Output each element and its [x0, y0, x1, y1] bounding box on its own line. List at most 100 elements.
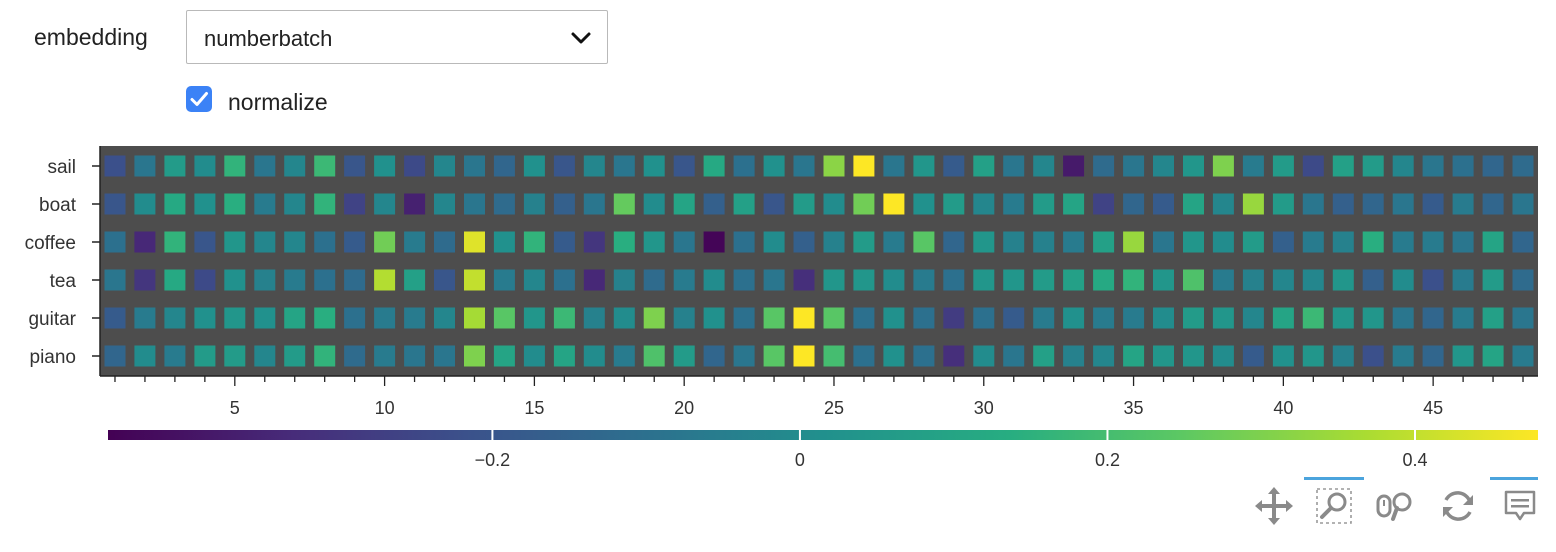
heatmap-cell	[703, 231, 725, 253]
reset-icon[interactable]	[1438, 486, 1478, 526]
heatmap-cell	[434, 269, 455, 291]
heatmap-cell	[793, 231, 815, 253]
heatmap-cell	[1272, 193, 1294, 215]
heatmap-cell	[793, 269, 815, 291]
embedding-select[interactable]: numberbatch	[186, 10, 608, 64]
heatmap-cell	[1093, 345, 1115, 367]
heatmap-cell	[1362, 345, 1384, 367]
heatmap-cell	[613, 231, 635, 253]
heatmap-cell	[1153, 269, 1174, 291]
heatmap-cell	[1212, 345, 1234, 367]
heatmap-cell	[1153, 307, 1174, 329]
plot-background	[100, 146, 1538, 376]
heatmap-cell	[1452, 307, 1474, 329]
box-zoom-icon[interactable]	[1314, 486, 1354, 526]
heatmap-cell	[434, 307, 455, 329]
heatmap-cell	[224, 231, 246, 253]
heatmap-cell	[1123, 155, 1145, 177]
heatmap-cell	[823, 155, 845, 177]
heatmap-cell	[523, 231, 545, 253]
heatmap-cell	[643, 155, 665, 177]
colorbar-tick-label: 0.4	[1402, 450, 1427, 470]
heatmap-cell	[314, 193, 336, 215]
heatmap-cell	[284, 193, 306, 215]
heatmap-cell	[1183, 231, 1204, 253]
heatmap-cell	[823, 269, 845, 291]
heatmap-cell	[1272, 307, 1294, 329]
heatmap-cell	[1183, 193, 1204, 215]
heatmap-cell	[1482, 269, 1504, 291]
x-tick-label: 10	[375, 398, 395, 418]
normalize-checkbox[interactable]	[186, 86, 212, 112]
heatmap-cell	[104, 345, 126, 367]
pan-icon[interactable]	[1254, 486, 1294, 526]
x-tick-label: 5	[230, 398, 240, 418]
heatmap-cell	[553, 345, 575, 367]
heatmap-cell	[583, 307, 605, 329]
heatmap-cell	[464, 269, 485, 291]
heatmap-cell	[1063, 155, 1085, 177]
heatmap-cell	[1093, 193, 1115, 215]
heatmap-cell	[763, 307, 785, 329]
heatmap-cell	[1003, 155, 1025, 177]
wheel-zoom-icon[interactable]	[1376, 486, 1416, 526]
heatmap-cell	[763, 345, 785, 367]
heatmap-cell	[1212, 269, 1234, 291]
heatmap-cell	[434, 231, 455, 253]
heatmap-cell	[194, 231, 216, 253]
heatmap-cell	[344, 231, 366, 253]
heatmap-cell	[553, 307, 575, 329]
heatmap-cell	[1392, 193, 1414, 215]
heatmap-cell	[1362, 193, 1384, 215]
heatmap-cell	[404, 155, 426, 177]
heatmap-cell	[943, 155, 965, 177]
heatmap-cell	[1123, 231, 1145, 253]
hover-icon[interactable]	[1500, 486, 1540, 526]
heatmap-cell	[523, 193, 545, 215]
heatmap-cell	[943, 231, 965, 253]
heatmap-cell	[913, 345, 935, 367]
heatmap-cell	[1123, 193, 1145, 215]
heatmap-cell	[104, 155, 126, 177]
heatmap-cell	[583, 231, 605, 253]
heatmap-cell	[1242, 231, 1264, 253]
heatmap-cell	[1153, 193, 1174, 215]
heatmap-cell	[643, 193, 665, 215]
heatmap-cell	[344, 269, 366, 291]
x-tick-label: 15	[524, 398, 544, 418]
heatmap-cell	[1332, 345, 1354, 367]
heatmap-cell	[1482, 307, 1504, 329]
heatmap-cell	[1212, 231, 1234, 253]
heatmap-cell	[853, 307, 875, 329]
heatmap-cell	[1272, 269, 1294, 291]
heatmap-cell	[1183, 307, 1204, 329]
heatmap-cell	[1302, 155, 1324, 177]
heatmap-cell	[1153, 155, 1174, 177]
heatmap-cell	[613, 345, 635, 367]
heatmap-cell	[823, 193, 845, 215]
heatmap-cell	[583, 193, 605, 215]
heatmap-cell	[464, 345, 485, 367]
heatmap-cell	[1242, 307, 1264, 329]
heatmap-cell	[374, 231, 396, 253]
heatmap-cell	[1482, 155, 1504, 177]
heatmap-cell	[164, 155, 186, 177]
heatmap-cell	[883, 269, 905, 291]
heatmap-cell	[254, 307, 276, 329]
heatmap-chart[interactable]: sail boat coffee tea guitar piano 5 10 15 20 25 30 3…	[0, 130, 1556, 475]
heatmap-cell	[254, 345, 276, 367]
colorbar-tick-label: 0.2	[1095, 450, 1120, 470]
heatmap-cell	[613, 155, 635, 177]
heatmap-cell	[673, 345, 695, 367]
heatmap-cell	[673, 269, 695, 291]
colorbar-tick-label: 0	[795, 450, 805, 470]
chevron-down-icon	[571, 32, 591, 44]
heatmap-cell	[344, 345, 366, 367]
heatmap-cell	[1302, 269, 1324, 291]
heatmap-cell	[224, 345, 246, 367]
heatmap-cell	[1272, 231, 1294, 253]
heatmap-cell	[164, 193, 186, 215]
heatmap-cell	[1422, 193, 1444, 215]
heatmap-cell	[1302, 231, 1324, 253]
heatmap-cell	[1422, 307, 1444, 329]
